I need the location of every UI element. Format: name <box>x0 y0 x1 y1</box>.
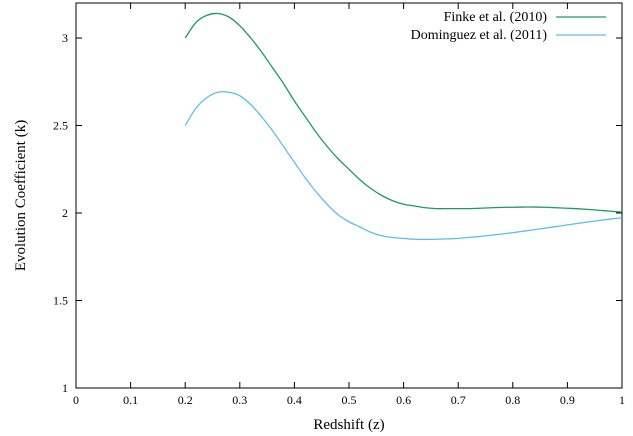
legend: Finke et al. (2010) Dominguez et al. (201… <box>411 10 606 43</box>
x-axis-label: Redshift (z) <box>313 417 384 433</box>
x-tick-label: 0.4 <box>287 393 302 407</box>
plot-frame <box>75 2 623 389</box>
tick-labels: 0 0.1 0.2 0.3 0.4 0.5 0.6 0.7 0.8 0.9 1 1 1.5 2 2.5 3 <box>53 31 625 407</box>
x-tick-label: 1 <box>619 393 625 407</box>
x-tick-label: 0.6 <box>396 393 411 407</box>
x-tick-label: 0.9 <box>560 393 575 407</box>
x-tick-label: 0.3 <box>232 393 247 407</box>
x-tick-label: 0.2 <box>178 393 193 407</box>
x-tick-label: 0.7 <box>451 393 466 407</box>
series-line-1 <box>184 91 623 241</box>
y-tick-label: 2 <box>62 206 68 220</box>
legend-label-0: Finke et al. (2010) <box>444 10 548 25</box>
x-tick-label: 0.5 <box>342 393 357 407</box>
x-tick-label: 0.1 <box>123 393 138 407</box>
ticks <box>75 3 623 389</box>
x-tick-label: 0 <box>73 393 79 407</box>
y-axis-label: Evolution Coefficient (k) <box>13 120 29 271</box>
series-line-0 <box>184 12 623 213</box>
legend-label-1: Dominguez et al. (2011) <box>411 28 548 43</box>
y-tick-label: 3 <box>62 31 68 45</box>
x-tick-label: 0.8 <box>505 393 520 407</box>
series-lines <box>184 12 623 241</box>
y-tick-label: 1 <box>62 381 68 395</box>
y-tick-label: 1.5 <box>53 294 68 308</box>
y-tick-label: 2.5 <box>53 119 68 133</box>
